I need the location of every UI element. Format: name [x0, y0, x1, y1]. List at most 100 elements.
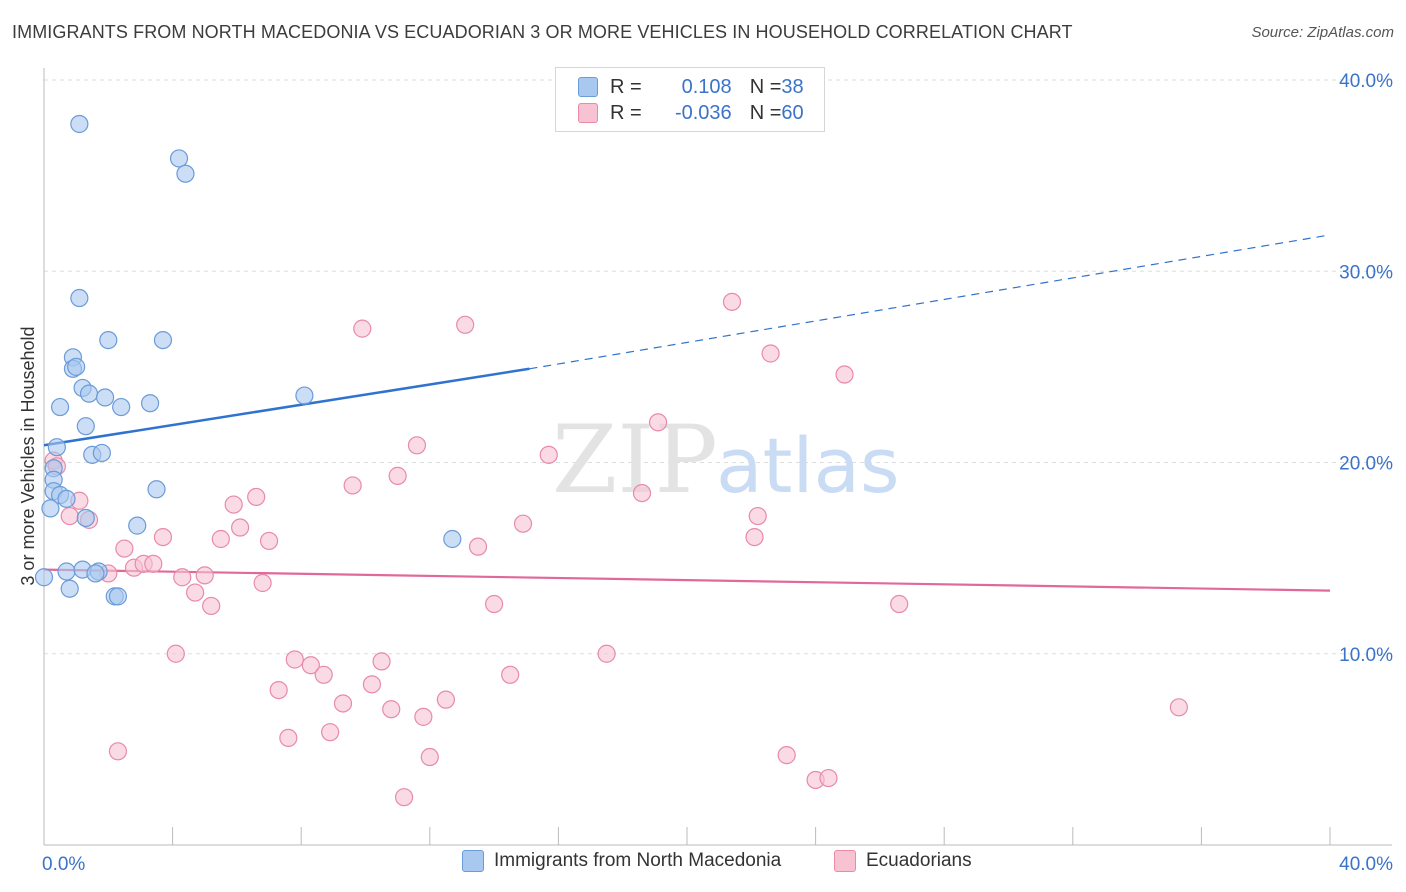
- n-value: 38: [781, 75, 804, 98]
- point-ecuadorians: [153, 527, 173, 547]
- x-tick-label: 0.0%: [42, 854, 85, 875]
- point-ecuadorians: [231, 518, 250, 537]
- point-macedonia: [50, 397, 70, 417]
- x-tick-label: 40.0%: [1339, 854, 1393, 875]
- trend-lines: [43, 234, 1331, 592]
- point-ecuadorians: [353, 319, 372, 338]
- point-ecuadorians: [485, 594, 504, 614]
- point-macedonia: [34, 568, 54, 587]
- point-macedonia: [79, 384, 99, 403]
- point-ecuadorians: [343, 476, 362, 495]
- point-macedonia: [147, 480, 166, 499]
- point-macedonia: [57, 489, 76, 508]
- point-ecuadorians: [648, 413, 668, 432]
- point-ecuadorians: [777, 746, 796, 765]
- point-ecuadorians: [108, 742, 128, 761]
- n-label: N =: [749, 101, 782, 124]
- point-ecuadorians: [115, 539, 134, 558]
- point-macedonia: [108, 587, 128, 606]
- point-ecuadorians: [819, 768, 838, 788]
- point-ecuadorians: [60, 506, 79, 526]
- point-ecuadorians: [1169, 698, 1188, 717]
- point-macedonia: [295, 386, 314, 405]
- legend-label: Ecuadorians: [866, 850, 972, 871]
- point-ecuadorians: [890, 594, 909, 614]
- data-points: [34, 114, 1188, 807]
- r-value: 0.108: [681, 75, 732, 98]
- point-ecuadorians: [501, 665, 520, 684]
- point-ecuadorians: [247, 487, 266, 507]
- r-value: -0.036: [674, 101, 732, 124]
- point-macedonia: [67, 357, 86, 376]
- point-macedonia: [60, 579, 79, 598]
- point-ecuadorians: [456, 315, 475, 334]
- n-label: N =: [749, 75, 782, 98]
- n-value: 60: [781, 101, 804, 124]
- axes: 10.0% 20.0% 30.0% 40.0% 0.0% 40.0%: [42, 68, 1393, 875]
- legend-swatch-pink: [834, 850, 856, 872]
- r-label: R =: [610, 101, 642, 124]
- point-macedonia: [76, 417, 95, 436]
- r-label: R =: [610, 75, 642, 98]
- point-ecuadorians: [269, 680, 288, 700]
- point-ecuadorians: [597, 644, 616, 663]
- point-macedonia: [70, 114, 89, 134]
- point-macedonia: [92, 443, 111, 463]
- point-ecuadorians: [321, 723, 340, 742]
- legend-swatch-blue: [462, 850, 484, 872]
- point-ecuadorians: [388, 466, 407, 485]
- y-tick-label: 10.0%: [1339, 645, 1393, 666]
- point-ecuadorians: [539, 445, 558, 464]
- legend-item-ecuadorians[interactable]: Ecuadorians: [834, 850, 972, 872]
- point-macedonia: [76, 508, 95, 528]
- y-tick-label: 30.0%: [1339, 262, 1393, 283]
- point-ecuadorians: [253, 573, 272, 593]
- point-macedonia: [86, 564, 105, 583]
- watermark-atlas: atlas: [716, 421, 900, 510]
- y-axis-label: 3 or more Vehicles in Household: [18, 326, 38, 585]
- legend-row-macedonia: R = 0.108 N = 38: [578, 74, 804, 100]
- legend-swatch-pink: [578, 103, 598, 123]
- point-macedonia: [128, 516, 147, 535]
- point-ecuadorians: [420, 747, 439, 767]
- series-legend: Immigrants from North Macedonia Ecuadori…: [0, 850, 1406, 878]
- point-macedonia: [41, 499, 60, 518]
- point-macedonia: [70, 288, 89, 308]
- point-ecuadorians: [333, 694, 353, 713]
- y-tick-label: 20.0%: [1339, 454, 1393, 475]
- point-macedonia: [112, 397, 131, 417]
- point-ecuadorians: [279, 728, 298, 748]
- point-ecuadorians: [372, 652, 391, 671]
- point-ecuadorians: [468, 537, 488, 556]
- legend-label: Immigrants from North Macedonia: [494, 850, 782, 871]
- trend-line-ecuadorians: [43, 568, 1331, 592]
- y-tick-label: 40.0%: [1339, 71, 1393, 92]
- point-ecuadorians: [224, 495, 243, 514]
- point-ecuadorians: [285, 650, 304, 669]
- point-macedonia: [140, 394, 160, 413]
- point-ecuadorians: [259, 531, 279, 551]
- point-ecuadorians: [748, 506, 767, 526]
- point-ecuadorians: [211, 529, 230, 549]
- point-macedonia: [176, 164, 195, 183]
- correlation-legend: R = 0.108 N = 38 R = -0.036 N = 60: [555, 67, 825, 132]
- source-label: Source: ZipAtlas.com: [1251, 24, 1394, 41]
- legend-item-macedonia[interactable]: Immigrants from North Macedonia: [462, 850, 781, 872]
- point-macedonia: [443, 529, 462, 549]
- point-ecuadorians: [722, 292, 742, 311]
- gridlines: [44, 79, 1392, 655]
- watermark: ZIP atlas: [552, 406, 900, 515]
- trend-line-macedonia-projection: [529, 234, 1331, 370]
- point-macedonia: [47, 438, 66, 457]
- point-ecuadorians: [394, 788, 414, 807]
- point-macedonia: [95, 388, 115, 407]
- point-macedonia: [169, 149, 189, 168]
- point-macedonia: [153, 331, 173, 350]
- point-ecuadorians: [301, 656, 320, 675]
- chart-title: IMMIGRANTS FROM NORTH MACEDONIA VS ECUAD…: [12, 22, 1073, 42]
- point-ecuadorians: [835, 365, 854, 384]
- point-ecuadorians: [166, 644, 185, 663]
- point-ecuadorians: [407, 436, 427, 455]
- point-ecuadorians: [745, 527, 764, 547]
